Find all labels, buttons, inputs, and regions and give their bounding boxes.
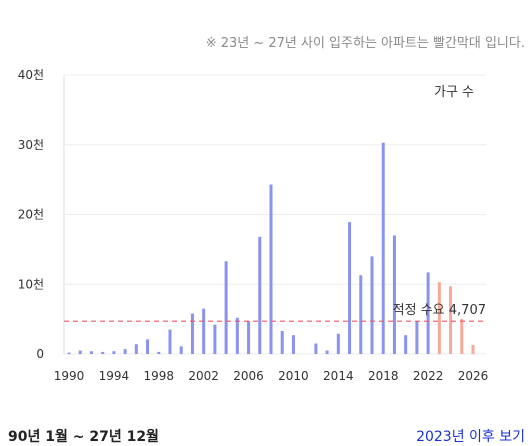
y-tick-label: 40천 [18,67,44,82]
bar [179,346,183,354]
bar [134,344,138,354]
bar [112,351,116,354]
x-tick-label: 1990 [54,369,85,383]
view-after-2023-link[interactable]: 2023년 이후 보기 [416,429,525,445]
bar [67,352,71,354]
bar [224,261,228,354]
threshold-label: 적정 수요 4,707 [393,303,486,318]
gridlines [64,74,486,355]
bar [89,351,93,354]
x-tick-label: 2026 [458,369,489,383]
bar [415,321,419,354]
y-tick-label: 10천 [18,276,44,291]
x-tick-label: 2002 [188,369,219,383]
bar [202,308,206,354]
chart-note: ※ 23년 ~ 27년 사이 입주하는 아파트는 빨간막대 입니다. [205,36,525,51]
bar [381,142,385,354]
bar [269,184,273,354]
x-tick-label: 2010 [278,369,309,383]
bar [370,256,374,354]
y-tick-label: 0 [36,347,44,361]
bar [78,350,82,354]
y-tick-label: 30천 [18,137,44,152]
x-tick-label: 2022 [413,369,444,383]
bar [325,350,329,354]
date-range-label: 90년 1월 ~ 27년 12월 [8,429,159,445]
bar [101,351,105,354]
bar [336,333,340,354]
x-tick-label: 2014 [323,369,354,383]
bar [146,339,150,354]
bar [449,286,453,354]
bar [123,349,127,354]
bar [280,330,284,354]
bar [426,272,430,354]
bar [404,335,408,354]
y-ticks: 0 10천 20천 30천 40천 [18,67,44,361]
bar [437,282,441,354]
bars [67,142,475,354]
bar [247,321,251,354]
y-tick-label: 20천 [18,207,44,222]
x-tick-label: 2006 [233,369,264,383]
x-tick-label: 2018 [368,369,399,383]
bar [471,344,475,354]
bar [258,236,262,354]
x-ticks: 1990 1994 1998 2002 2006 2010 2014 2018 2022 2026 [54,369,489,383]
bar [213,324,217,354]
legend-label: 가구 수 [434,85,474,100]
bar [235,317,239,354]
bar [168,329,172,354]
bar [392,235,396,354]
bar [157,351,161,354]
bar [460,319,464,354]
bar [291,335,295,354]
bar [348,222,352,354]
chart: 0 10천 20천 30천 40천 1990 1994 1998 2002 2006 2010 20… [18,67,489,383]
x-tick-label: 1998 [144,369,175,383]
bar [359,275,363,354]
bar [314,343,318,354]
bar [190,313,194,354]
x-tick-label: 1994 [99,369,130,383]
